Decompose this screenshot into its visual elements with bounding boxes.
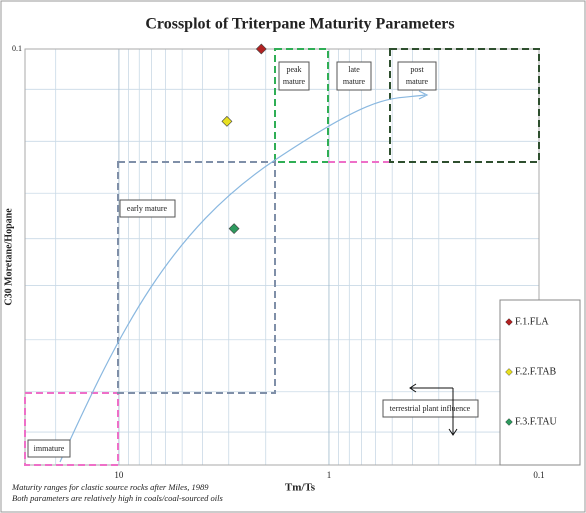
x-tick-label: 0.1 (533, 470, 544, 480)
terrestrial-arrows (409, 383, 458, 436)
zone-label: terrestrial plant influence (390, 404, 471, 413)
legend (499, 299, 581, 466)
zone-peak (274, 48, 329, 163)
zone-label: mature (343, 77, 366, 86)
legend-label: F.3.F.TAU (515, 416, 558, 427)
point (221, 115, 233, 127)
label-box (27, 439, 71, 458)
label-box (397, 61, 437, 91)
zone-label: peak (286, 65, 301, 74)
grid (25, 48, 540, 465)
legend-marker (505, 418, 513, 426)
legend-marker (505, 368, 513, 376)
trend-arrow (418, 90, 429, 100)
note: Maturity ranges for clastic source rocks… (11, 482, 209, 492)
point (255, 43, 267, 55)
zone-label: early mature (127, 204, 168, 213)
x-axis-label: Tm/Ts (285, 482, 316, 494)
zone-post (389, 48, 540, 163)
note: Both parameters are relatively high in c… (12, 493, 224, 503)
legend-marker (505, 318, 513, 326)
zone-label: mature (283, 77, 306, 86)
label-box (278, 61, 310, 91)
trend-curve (59, 94, 426, 463)
label-box (336, 61, 372, 91)
zone-label: immature (34, 444, 65, 453)
zone-label: late (348, 65, 360, 74)
zone-immature (24, 392, 119, 466)
zone-label: post (410, 65, 424, 74)
x-tick-label: 10 (114, 470, 124, 480)
zones (24, 48, 540, 466)
zone-label: mature (406, 77, 429, 86)
legend-label: F.2.F.TAB (515, 366, 557, 377)
label-box (119, 199, 176, 218)
label-box (382, 399, 479, 418)
legend-label: F.1.FLA (515, 316, 549, 327)
zone-early (117, 161, 276, 394)
zone-labels: immature early mature peak mature late m… (27, 61, 479, 458)
y-axis-label: C30 Moretane/Hopane (3, 208, 14, 306)
chart-title: Crossplot of Triterpane Maturity Paramet… (145, 16, 454, 33)
y-tick-label: 0.1 (12, 44, 22, 53)
point (228, 223, 240, 235)
x-tick-label: 1 (327, 470, 332, 480)
